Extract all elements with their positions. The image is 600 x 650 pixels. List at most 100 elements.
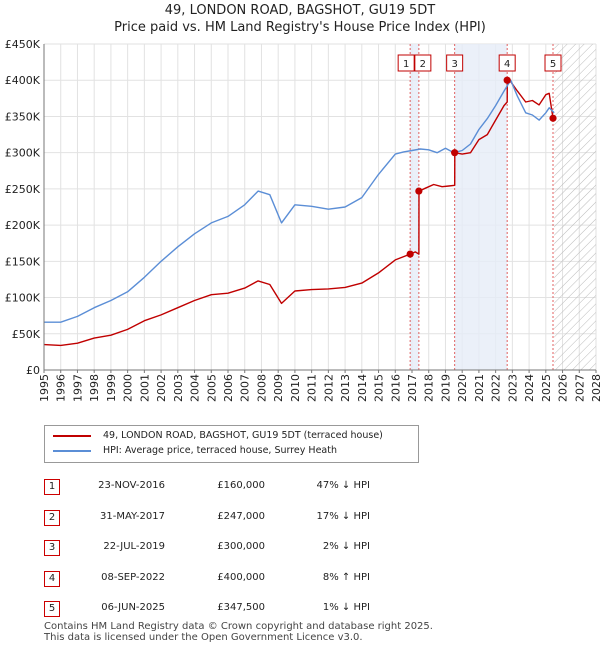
transaction-date: 06-JUN-2025 bbox=[101, 602, 165, 613]
x-tick-label: 2027 bbox=[573, 374, 586, 402]
x-tick-label: 1999 bbox=[105, 374, 118, 402]
x-tick-label: 2015 bbox=[373, 374, 386, 402]
transaction-price: £300,000 bbox=[217, 541, 265, 552]
transaction-number: 3 bbox=[44, 540, 60, 556]
forecast-hatch bbox=[554, 44, 596, 370]
marker-label-box bbox=[397, 54, 415, 72]
ownership-band bbox=[410, 44, 419, 370]
marker-label-box bbox=[414, 54, 432, 72]
transaction-price: £160,000 bbox=[217, 480, 265, 491]
marker-label-box bbox=[544, 54, 562, 72]
y-tick-label: £400K bbox=[5, 74, 41, 87]
legend-item-hpi: HPI: Average price, terraced house, Surr… bbox=[53, 444, 337, 458]
x-tick-label: 2006 bbox=[222, 374, 235, 402]
marker-label-text: 3 bbox=[451, 59, 457, 70]
marker-label-text: 2 bbox=[420, 59, 426, 70]
y-tick-label: £250K bbox=[5, 183, 41, 196]
transaction-number: 2 bbox=[44, 510, 60, 526]
transaction-row: 4 08-SEP-2022 £400,000 8% ↑ HPI bbox=[0, 564, 600, 594]
x-tick-label: 2001 bbox=[138, 374, 151, 402]
x-tick-label: 2005 bbox=[205, 374, 218, 402]
y-tick-label: £300K bbox=[5, 147, 41, 160]
x-tick-label: 2018 bbox=[423, 374, 436, 402]
x-tick-label: 2016 bbox=[389, 374, 402, 402]
transaction-price: £400,000 bbox=[217, 572, 265, 583]
legend-swatch-property bbox=[53, 434, 91, 437]
legend-label-property: 49, LONDON ROAD, BAGSHOT, GU19 5DT (terr… bbox=[103, 430, 383, 441]
x-tick-label: 2010 bbox=[289, 374, 302, 402]
transaction-number: 1 bbox=[44, 479, 60, 495]
x-tick-label: 2007 bbox=[239, 374, 252, 402]
x-tick-label: 2008 bbox=[255, 374, 268, 402]
y-tick-label: £200K bbox=[5, 219, 41, 232]
x-tick-label: 1995 bbox=[38, 374, 51, 402]
x-tick-label: 2012 bbox=[322, 374, 335, 402]
marker-label-text: 1 bbox=[403, 59, 409, 70]
legend-item-property: 49, LONDON ROAD, BAGSHOT, GU19 5DT (terr… bbox=[53, 429, 383, 443]
x-tick-label: 2002 bbox=[155, 374, 168, 402]
transaction-date: 31-MAY-2017 bbox=[99, 511, 165, 522]
marker-label: 4 bbox=[498, 54, 516, 72]
sale-marker bbox=[503, 76, 511, 84]
x-tick-label: 2023 bbox=[506, 374, 519, 402]
transaction-date: 22-JUL-2019 bbox=[103, 541, 165, 552]
transaction-row: 5 06-JUN-2025 £347,500 1% ↓ HPI bbox=[0, 594, 600, 624]
legend-swatch-hpi bbox=[53, 449, 91, 452]
footer-copyright: Contains HM Land Registry data © Crown c… bbox=[44, 621, 433, 632]
marker-label: 2 bbox=[414, 54, 432, 72]
transaction-price: £347,500 bbox=[217, 602, 265, 613]
transaction-number: 4 bbox=[44, 571, 60, 587]
legend: 49, LONDON ROAD, BAGSHOT, GU19 5DT (terr… bbox=[44, 425, 419, 463]
y-tick-label: £150K bbox=[5, 255, 41, 268]
transaction-hpi-diff: 17% ↓ HPI bbox=[316, 511, 370, 522]
y-tick-label: £50K bbox=[12, 328, 41, 341]
transaction-row: 1 23-NOV-2016 £160,000 47% ↓ HPI bbox=[0, 472, 600, 502]
x-tick-label: 2024 bbox=[523, 374, 536, 402]
transaction-hpi-diff: 1% ↓ HPI bbox=[322, 602, 370, 613]
sale-marker bbox=[549, 114, 557, 122]
x-tick-label: 2026 bbox=[557, 374, 570, 402]
x-tick-label: 2025 bbox=[540, 374, 553, 402]
marker-label: 3 bbox=[446, 54, 464, 72]
sale-marker bbox=[451, 149, 459, 157]
x-tick-label: 2014 bbox=[356, 374, 369, 402]
x-tick-label: 2000 bbox=[122, 374, 135, 402]
x-tick-label: 2017 bbox=[406, 374, 419, 402]
transaction-row: 3 22-JUL-2019 £300,000 2% ↓ HPI bbox=[0, 533, 600, 563]
transaction-hpi-diff: 2% ↓ HPI bbox=[322, 541, 370, 552]
x-tick-label: 2004 bbox=[189, 374, 202, 402]
x-tick-label: 2022 bbox=[490, 374, 503, 402]
marker-label-box bbox=[446, 54, 464, 72]
x-tick-label: 1997 bbox=[71, 374, 84, 402]
x-tick-label: 2028 bbox=[590, 374, 600, 402]
gridlines bbox=[43, 43, 597, 371]
marker-label-text: 4 bbox=[504, 59, 510, 70]
marker-label-box bbox=[498, 54, 516, 72]
x-tick-label: 1996 bbox=[55, 374, 68, 402]
x-tick-label: 2013 bbox=[339, 374, 352, 402]
transaction-bands bbox=[409, 44, 554, 370]
y-tick-label: £100K bbox=[5, 292, 41, 305]
axes: £0 £50K £100K £150K £200K £250K £300K £350K £400… bbox=[5, 38, 600, 402]
legend-label-hpi: HPI: Average price, terraced house, Surr… bbox=[103, 445, 337, 456]
ownership-band bbox=[454, 44, 508, 370]
marker-label: 5 bbox=[544, 54, 562, 72]
x-tick-label: 2009 bbox=[272, 374, 285, 402]
x-tick-label: 2011 bbox=[306, 374, 319, 402]
transaction-hpi-diff: 47% ↓ HPI bbox=[316, 480, 370, 491]
transaction-price: £247,000 bbox=[217, 511, 265, 522]
chart-subtitle: Price paid vs. HM Land Registry's House … bbox=[114, 20, 486, 35]
footer-licence: This data is licensed under the Open Gov… bbox=[44, 632, 363, 643]
plot-area bbox=[44, 44, 596, 370]
forecast-region bbox=[554, 44, 596, 370]
x-tick-label: 2021 bbox=[473, 374, 486, 402]
sale-marker bbox=[406, 250, 414, 258]
transaction-number: 5 bbox=[44, 601, 60, 617]
sale-marker bbox=[415, 187, 423, 195]
transaction-date: 23-NOV-2016 bbox=[98, 480, 165, 491]
y-tick-label: £350K bbox=[5, 110, 41, 123]
x-tick-label: 2020 bbox=[456, 374, 469, 402]
x-tick-label: 1998 bbox=[88, 374, 101, 402]
